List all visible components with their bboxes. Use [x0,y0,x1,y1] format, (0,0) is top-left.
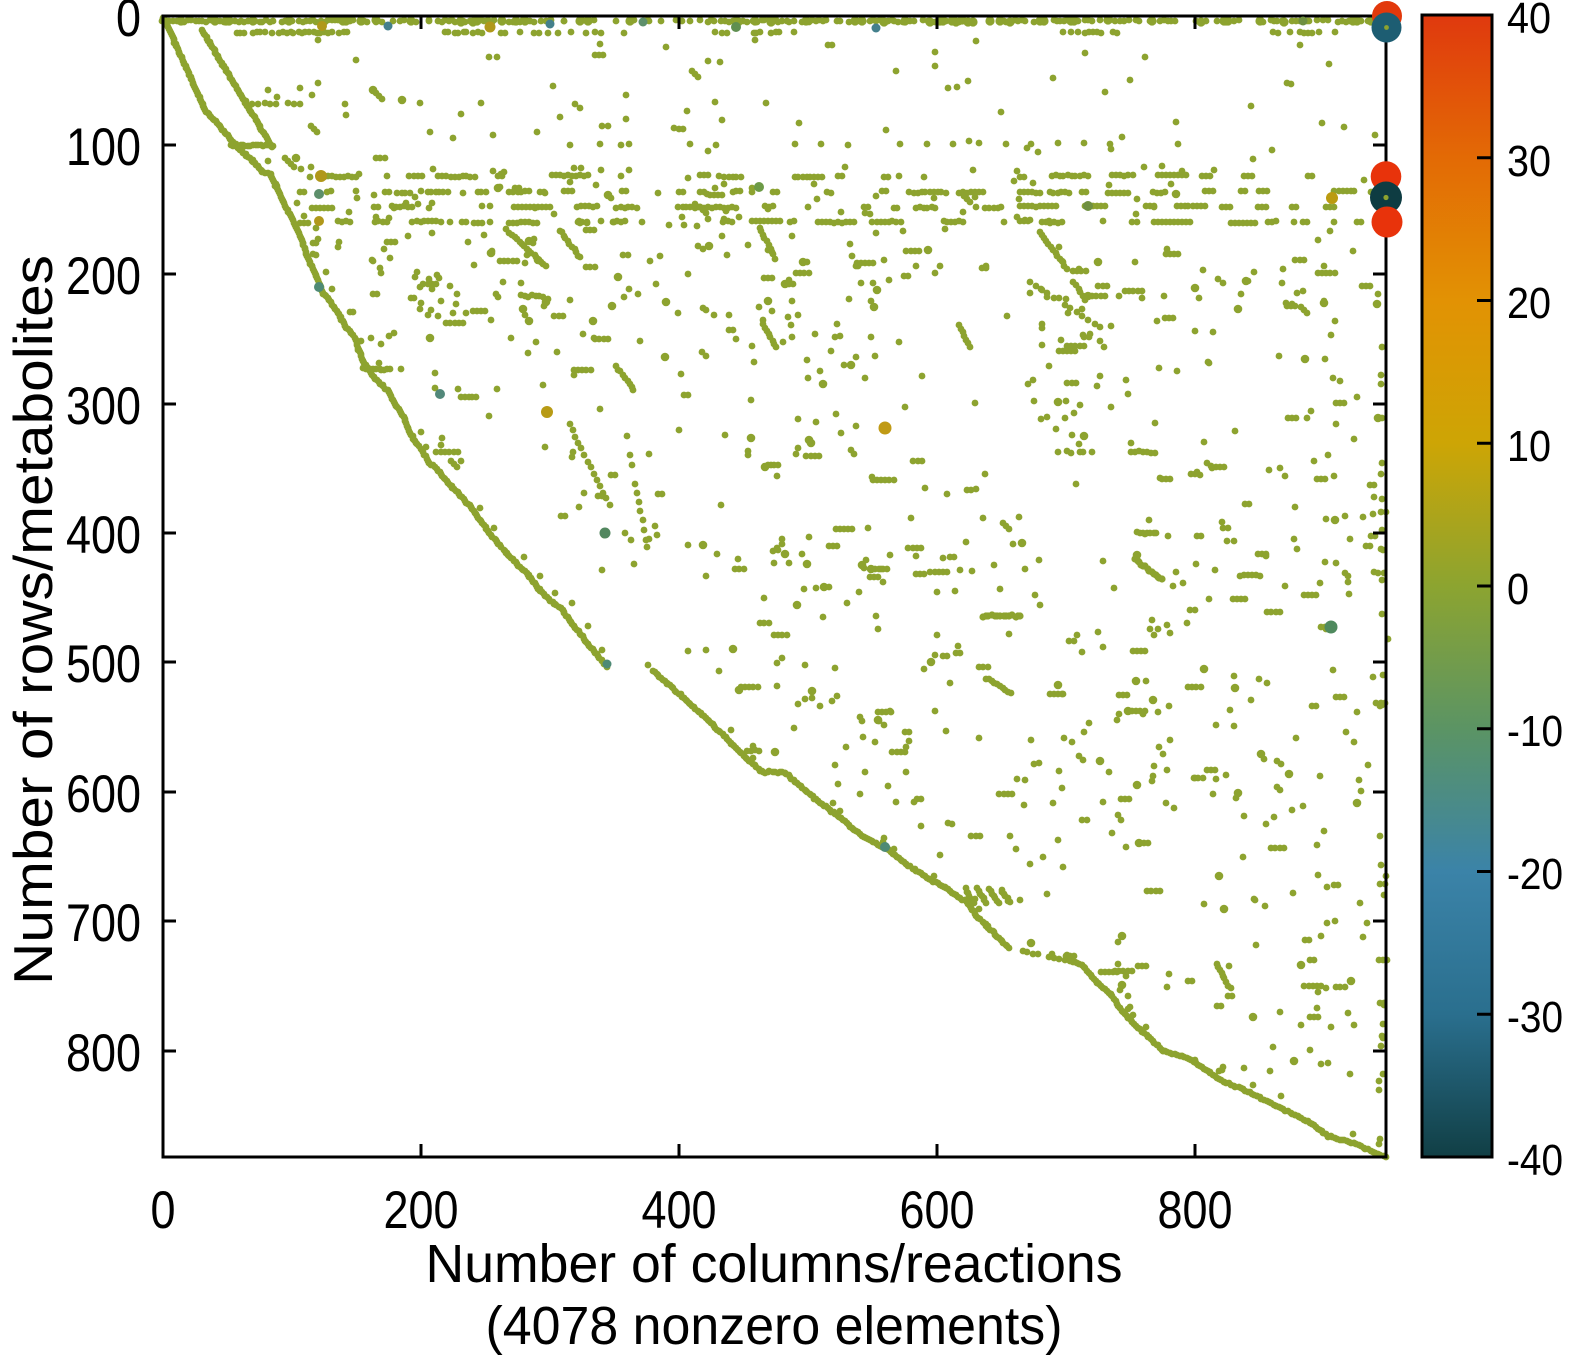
svg-text:-40: -40 [1507,1136,1563,1185]
svg-text:10: 10 [1507,422,1551,471]
svg-text:Number of rows/metabolites: Number of rows/metabolites [2,255,64,985]
svg-text:600: 600 [900,1181,975,1240]
svg-text:800: 800 [66,1024,141,1083]
svg-text:20: 20 [1507,279,1551,328]
svg-text:(4078 nonzero elements): (4078 nonzero elements) [486,1296,1063,1356]
svg-text:Number of columns/reactions: Number of columns/reactions [426,1234,1123,1294]
svg-text:0: 0 [151,1181,176,1240]
svg-text:40: 40 [1507,0,1551,43]
svg-text:300: 300 [66,377,141,436]
svg-text:-30: -30 [1507,993,1563,1042]
svg-text:30: 30 [1507,137,1551,186]
svg-text:-10: -10 [1507,707,1563,756]
svg-text:400: 400 [642,1181,717,1240]
svg-text:-20: -20 [1507,850,1563,899]
svg-text:500: 500 [66,635,141,694]
svg-text:0: 0 [1507,565,1529,614]
svg-text:600: 600 [66,765,141,824]
svg-text:0: 0 [116,0,141,48]
svg-text:200: 200 [66,247,141,306]
svg-text:100: 100 [66,118,141,177]
svg-text:200: 200 [384,1181,459,1240]
svg-text:800: 800 [1158,1181,1233,1240]
svg-text:700: 700 [66,894,141,953]
svg-text:400: 400 [66,506,141,565]
